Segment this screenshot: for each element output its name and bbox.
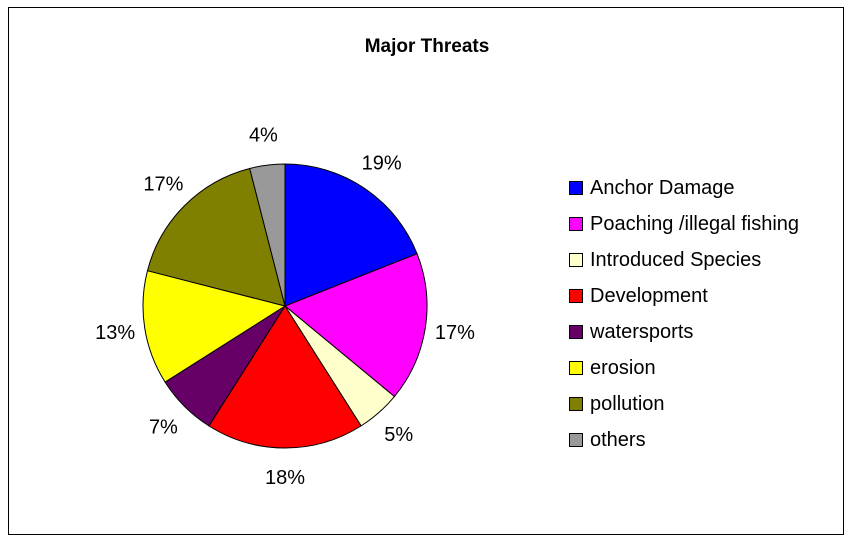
pie-slice-1 [284,253,428,398]
pie-slice-3 [208,305,362,449]
slice-label-2: 5% [384,424,413,446]
legend-swatch-5 [569,361,583,375]
legend-swatch-4 [569,325,583,339]
legend-item-0: Anchor Damage [569,170,799,206]
legend-label-4: watersports [590,320,694,343]
legend-item-1: Poaching /illegal fishing [569,206,799,242]
legend-swatch-6 [569,397,583,411]
chart-title: Major Threats [364,36,490,57]
legend-item-6: pollution [569,386,799,422]
legend-label-0: Anchor Damage [590,176,735,199]
legend-item-5: erosion [569,350,799,386]
slice-label-0: 19% [362,153,402,175]
legend-swatch-1 [569,217,583,231]
legend: Anchor Damage Poaching /illegal fishing In… [569,170,799,458]
legend-swatch-0 [569,181,583,195]
pie-chart: 19% 17% 5% 18% 7% 13% 17% 4% [95,124,475,489]
chart-frame: Major Threats 19% 17% 5% 18% 7% 13% 17% 4% Anch… [8,7,844,535]
legend-item-7: others [569,422,799,458]
legend-label-6: pollution [590,392,665,415]
pie-slice-7 [249,163,286,307]
slice-label-6: 17% [143,173,183,195]
slice-label-1: 17% [435,322,475,344]
legend-label-1: Poaching /illegal fishing [590,212,800,235]
legend-label-3: Development [590,284,708,307]
legend-label-5: erosion [590,356,656,379]
slice-label-5: 13% [95,322,135,344]
legend-item-2: Introduced Species [569,242,799,278]
pie-slice-0 [284,163,418,307]
legend-item-4: watersports [569,314,799,350]
legend-label-7: others [590,428,646,451]
legend-swatch-3 [569,289,583,303]
legend-item-3: Development [569,278,799,314]
legend-swatch-2 [569,253,583,267]
slice-label-4: 7% [149,417,178,439]
slice-label-7: 4% [249,124,278,146]
pie-slice-6 [146,167,286,307]
legend-label-2: Introduced Species [590,248,762,271]
slice-label-3: 18% [265,467,305,489]
pie-slice-5 [142,270,287,383]
legend-swatch-7 [569,433,583,447]
